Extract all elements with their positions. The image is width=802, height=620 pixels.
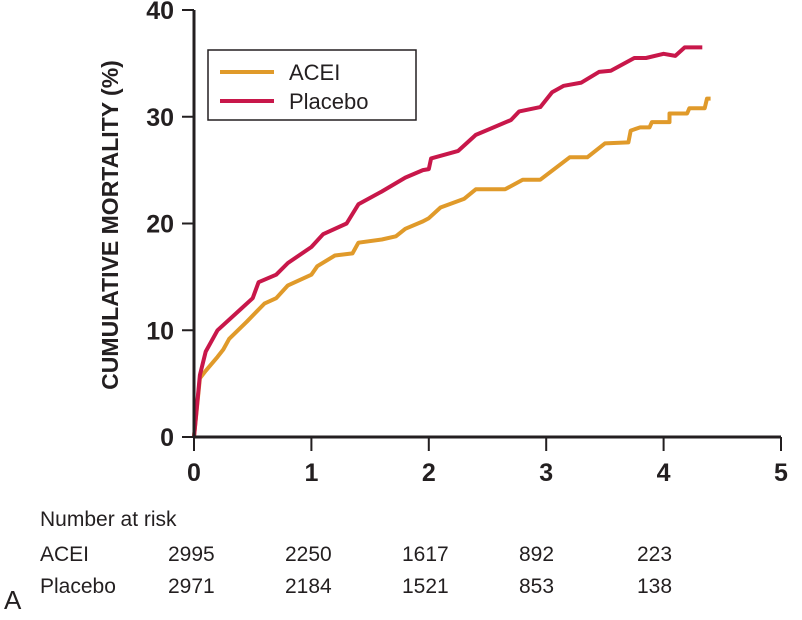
legend-label-placebo: Placebo — [289, 89, 369, 114]
x-tick-label: 2 — [422, 459, 436, 487]
risk-cell: 223 — [637, 543, 673, 566]
risk-cell: 138 — [637, 575, 673, 598]
risk-cell: 1617 — [402, 543, 449, 566]
x-tick-label: 1 — [304, 459, 318, 487]
y-tick-label: 10 — [146, 317, 174, 345]
risk-cell: 2971 — [168, 575, 215, 598]
y-ticks: 0 10 20 30 40 — [146, 0, 194, 452]
x-tick-label: 4 — [657, 459, 671, 487]
risk-cell: 2250 — [285, 543, 332, 566]
x-tick-label: 5 — [774, 459, 788, 487]
legend-box — [207, 49, 417, 121]
y-tick-label: 0 — [160, 424, 174, 452]
y-tick-label: 30 — [146, 104, 174, 132]
risk-cell: 892 — [519, 543, 555, 566]
risk-cell: 2184 — [285, 575, 332, 598]
y-axis-label: CUMULATIVE MORTALITY (%) — [97, 60, 123, 390]
risk-cell: 1521 — [402, 575, 449, 598]
legend-label-acei: ACEI — [289, 60, 340, 85]
x-ticks: 0 1 2 3 4 5 — [187, 437, 788, 487]
legend: ACEI Placebo — [207, 49, 417, 121]
series-layer — [192, 45, 711, 438]
risk-cell: 2995 — [168, 543, 215, 566]
km-chart: 0 10 20 30 40 0 1 2 3 4 5 CUMULATIVE MORTALITY (%… — [97, 0, 788, 487]
risk-row-label: ACEI — [40, 543, 90, 566]
risk-row-label: Placebo — [40, 575, 116, 598]
x-tick-label: 3 — [539, 459, 553, 487]
y-tick-label: 20 — [146, 211, 174, 239]
series-line-acei — [192, 96, 711, 438]
x-tick-label: 0 — [187, 459, 201, 487]
risk-cell: 853 — [519, 575, 555, 598]
y-tick-label: 40 — [146, 0, 174, 25]
series-line-placebo — [192, 45, 703, 438]
risk-table-title: Number at risk — [40, 508, 177, 531]
panel-label: A — [4, 585, 22, 615]
